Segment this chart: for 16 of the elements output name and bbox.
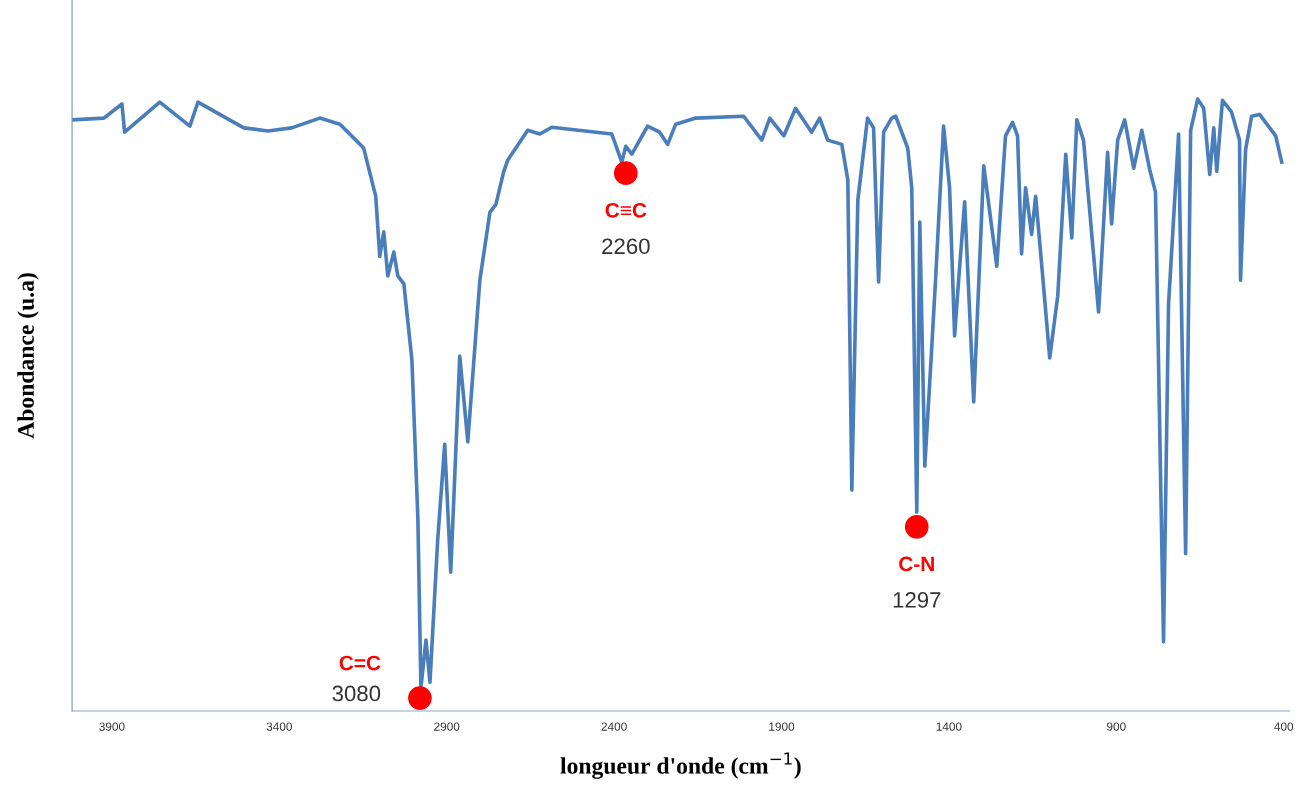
x-tick-label: 2400 xyxy=(601,722,627,731)
x-tick-label: 1900 xyxy=(769,722,795,731)
x-tick-label: 3400 xyxy=(266,722,292,731)
x-axis-title: longueur d'onde (cm$^{−1}$) xyxy=(560,752,801,779)
x-tick-label: 1400 xyxy=(936,722,962,731)
annotation: 3080 xyxy=(332,685,381,702)
x-tick-label: 2900 xyxy=(434,722,460,731)
x-tick-label: 400 xyxy=(1274,722,1294,731)
annotation: C-N xyxy=(899,556,934,572)
y-axis-title: Abondance (u.a) xyxy=(17,273,39,439)
annotation: 2260 xyxy=(602,238,650,255)
x-tick-label: 3900 xyxy=(99,722,125,731)
annotation: C≡C xyxy=(605,202,647,218)
annotation: 1297 xyxy=(893,592,941,608)
x-tick-label: 900 xyxy=(1107,722,1126,731)
annotation: C=C xyxy=(339,655,381,671)
